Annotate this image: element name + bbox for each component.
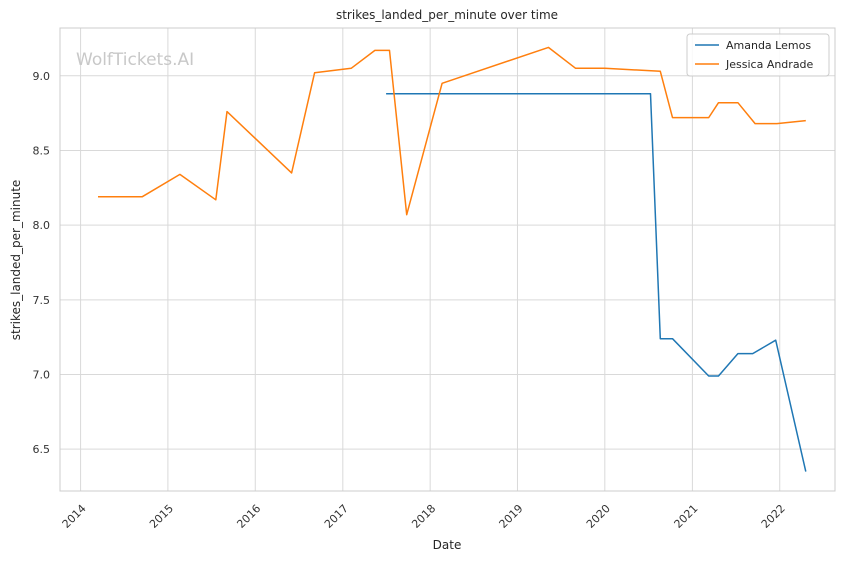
x-tick-label: 2020 <box>584 502 613 531</box>
chart-title: strikes_landed_per_minute over time <box>336 8 558 22</box>
x-tick-label: 2015 <box>147 502 176 531</box>
x-tick-label: 2018 <box>409 502 438 531</box>
x-tick-label: 2022 <box>759 502 788 531</box>
legend-label-jessica-andrade: Jessica Andrade <box>725 58 814 71</box>
series-line-jessica-andrade <box>98 46 806 216</box>
x-axis-ticks: 2014 2015 2016 2017 2018 2019 2020 2021 2022 <box>60 502 788 531</box>
watermark: WolfTickets.AI <box>76 50 194 70</box>
legend-label-amanda-lemos: Amanda Lemos <box>726 39 811 52</box>
y-tick-label: 8.5 <box>33 144 51 157</box>
y-tick-label: 7.0 <box>33 369 51 382</box>
x-tick-label: 2016 <box>234 502 263 531</box>
y-axis-label: strikes_landed_per_minute <box>9 180 23 341</box>
plot-frame <box>59 27 836 492</box>
series-line-amanda-lemos <box>386 92 807 472</box>
y-tick-label: 8.0 <box>33 219 51 232</box>
y-axis-ticks: 6.5 7.0 7.5 8.0 8.5 9.0 <box>33 70 51 456</box>
plot-background <box>60 28 835 491</box>
grid <box>60 28 835 491</box>
y-tick-label: 6.5 <box>33 443 51 456</box>
y-tick-label: 9.0 <box>33 70 51 83</box>
series-layer <box>98 46 807 472</box>
y-tick-label: 7.5 <box>33 294 51 307</box>
x-tick-label: 2019 <box>497 502 526 531</box>
legend: Amanda Lemos Jessica Andrade <box>686 33 830 77</box>
x-tick-label: 2017 <box>322 502 351 531</box>
x-tick-label: 2021 <box>672 502 701 531</box>
x-tick-label: 2014 <box>60 502 89 531</box>
x-axis-label: Date <box>433 538 462 552</box>
legend-box <box>686 33 830 77</box>
